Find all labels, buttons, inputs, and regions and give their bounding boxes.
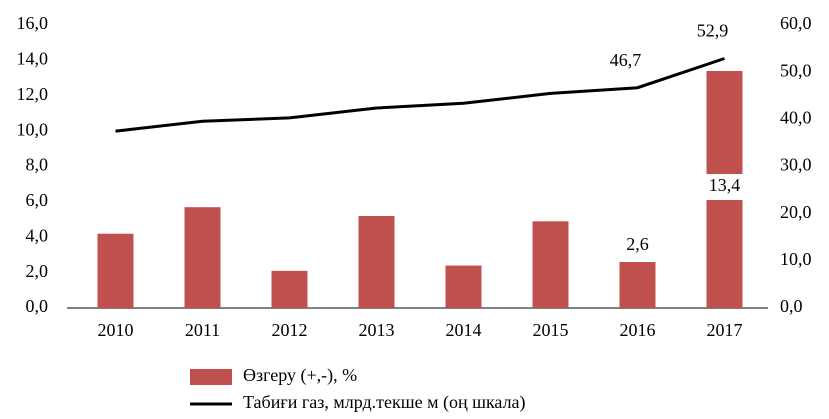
bar bbox=[532, 221, 569, 308]
x-tick-label: 2011 bbox=[185, 320, 220, 340]
legend-label: Табиғи газ, млрд.текше м (оң шкала) bbox=[243, 392, 526, 413]
legend-label: Өзгеру (+,-), % bbox=[243, 365, 357, 386]
y-tick-label: 16,0 bbox=[17, 13, 49, 33]
y-tick-label: 14,0 bbox=[17, 49, 49, 69]
x-tick-label: 2013 bbox=[359, 320, 395, 340]
line bbox=[115, 57, 725, 133]
data-label: 46,7 bbox=[610, 50, 642, 70]
x-tick-label: 2014 bbox=[446, 320, 482, 340]
y-tick-label: 6,0 bbox=[26, 190, 49, 210]
y2-tick-label: 40,0 bbox=[780, 107, 812, 127]
x-tick-label: 2010 bbox=[98, 320, 134, 340]
y2-tick-label: 10,0 bbox=[780, 249, 812, 269]
bar bbox=[358, 216, 395, 308]
y2-tick-label: 0,0 bbox=[780, 296, 803, 316]
legend-swatch bbox=[190, 369, 232, 385]
label-box bbox=[702, 173, 747, 200]
y-tick-label: 4,0 bbox=[26, 225, 49, 245]
data-label: 13,4 bbox=[709, 175, 741, 195]
x-tick-label: 2016 bbox=[620, 320, 656, 340]
y-tick-label: 0,0 bbox=[26, 296, 49, 316]
bar bbox=[619, 262, 656, 308]
y-tick-label: 8,0 bbox=[26, 155, 49, 175]
x-tick-label: 2015 bbox=[533, 320, 569, 340]
y-tick-label: 10,0 bbox=[17, 119, 49, 139]
bar bbox=[445, 265, 482, 308]
data-label: 52,9 bbox=[697, 21, 729, 41]
y-tick-label: 12,0 bbox=[17, 84, 49, 104]
y2-tick-label: 20,0 bbox=[780, 202, 812, 222]
bar bbox=[97, 233, 134, 308]
x-tick-label: 2012 bbox=[272, 320, 308, 340]
y2-tick-label: 60,0 bbox=[780, 13, 812, 33]
data-label: 2,6 bbox=[626, 234, 649, 254]
bar bbox=[271, 270, 308, 308]
y2-tick-label: 30,0 bbox=[780, 155, 812, 175]
y2-tick-label: 50,0 bbox=[780, 60, 812, 80]
bar bbox=[184, 207, 221, 308]
y-tick-label: 2,0 bbox=[26, 261, 49, 281]
x-tick-label: 2017 bbox=[707, 320, 743, 340]
